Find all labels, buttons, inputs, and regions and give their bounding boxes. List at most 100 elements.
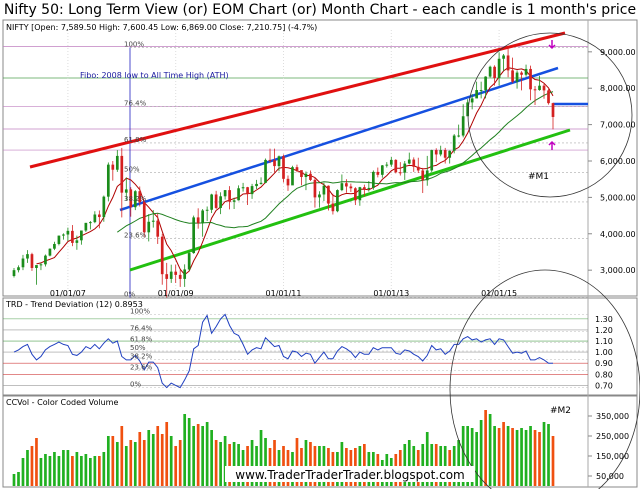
candle-body xyxy=(479,90,483,92)
volume-bar xyxy=(457,440,461,486)
candle-body xyxy=(380,165,384,175)
candle-body xyxy=(461,116,465,136)
fib-labels-trd: 100% 76.4% 61.8%50%38.2% 23.6% 0% xyxy=(130,307,153,388)
xtick-label: 01/01/09 xyxy=(158,289,194,298)
trend-channels xyxy=(29,31,588,272)
candle-body xyxy=(259,182,263,184)
volume-bar xyxy=(147,430,151,486)
volume-bar xyxy=(115,442,119,486)
volume-bar xyxy=(133,442,137,486)
candle-body xyxy=(80,230,83,241)
trd-panel-header: TRD - Trend Deviation (12) 0.8953 xyxy=(5,300,143,309)
trd-line xyxy=(13,313,553,389)
trd-fib-label: 23.6% xyxy=(130,363,153,371)
main-ytick-label: 6,000.00 xyxy=(600,157,636,166)
vol-grid xyxy=(588,415,592,477)
volume-bar xyxy=(529,426,532,486)
candle-body xyxy=(165,274,169,279)
candle-body xyxy=(398,172,402,174)
candle-body xyxy=(502,55,505,59)
candle-body xyxy=(169,271,173,279)
candle-body xyxy=(160,236,164,275)
candle-body xyxy=(371,171,375,188)
volume-bar xyxy=(340,442,344,486)
volume-bar xyxy=(484,410,487,486)
candle-body xyxy=(53,243,56,249)
vol-ytick-label: 150,000 xyxy=(596,452,629,461)
volume-bar xyxy=(304,440,308,486)
candle-body xyxy=(264,159,267,183)
trd-fib-label: 76.4% xyxy=(130,325,153,333)
volume-bar xyxy=(547,424,550,486)
main-ytick-label: 9,000.00 xyxy=(600,48,636,57)
volume-bar xyxy=(363,444,366,486)
candle-body xyxy=(313,179,317,198)
candle-body xyxy=(394,159,398,173)
candle-body xyxy=(376,171,380,175)
candle-body xyxy=(201,210,204,224)
candle-body xyxy=(389,159,393,165)
volume-bar xyxy=(129,440,133,486)
volume-bar xyxy=(223,436,227,486)
volume-bar xyxy=(102,452,106,486)
volume-bar xyxy=(520,428,523,486)
volume-bar xyxy=(502,422,505,486)
candle-body xyxy=(44,255,47,265)
volume-bar xyxy=(434,444,438,486)
main-ytick-label: 3,000.00 xyxy=(600,266,636,275)
volume-bar xyxy=(515,430,519,486)
lower-channel-line xyxy=(129,128,571,272)
candle-body xyxy=(17,267,20,271)
candle-body xyxy=(448,150,452,158)
volume-bar xyxy=(26,450,29,486)
candle-body xyxy=(133,191,137,208)
candle-body xyxy=(223,190,227,197)
vol-ytick-label: 350,000 xyxy=(596,412,629,421)
vol-ytick-label: 250,000 xyxy=(596,432,629,441)
x-ticks: 01/01/07 01/01/09 01/01/11 01/01/13 01/01/15 xyxy=(50,289,517,298)
mid-channel-line xyxy=(119,66,559,212)
trd-ytick-label: 1.30 xyxy=(595,315,613,324)
circle-m1 xyxy=(467,32,633,198)
candle-body xyxy=(93,214,97,223)
candle-body xyxy=(412,159,416,167)
candle-body xyxy=(71,230,74,243)
candle-body xyxy=(295,167,299,171)
volume-bar xyxy=(488,414,492,486)
volume-bar xyxy=(35,438,38,486)
candle-body xyxy=(466,102,470,117)
fib-label: 50% xyxy=(124,165,140,173)
candle-body xyxy=(106,164,110,197)
candle-body xyxy=(255,183,258,187)
fib-label: 76.4% xyxy=(124,99,147,107)
candle-body xyxy=(349,186,353,189)
volume-bar xyxy=(403,444,407,486)
trd-fib-label: 61.8% xyxy=(130,335,153,343)
volume-bar xyxy=(430,444,434,486)
volume-bar xyxy=(466,426,470,486)
volume-bar xyxy=(138,432,142,486)
candle-body xyxy=(430,150,434,171)
volume-bar xyxy=(142,440,146,486)
candle-body xyxy=(30,254,34,268)
candle-body xyxy=(547,90,550,104)
volume-bar xyxy=(461,426,465,486)
volume-bar xyxy=(160,434,164,486)
candle-body xyxy=(452,135,456,151)
trd-panel-frame xyxy=(2,297,638,396)
candle-body xyxy=(192,217,196,254)
m1-tag: #M1 xyxy=(528,172,549,182)
candle-body xyxy=(12,270,16,276)
candle-body xyxy=(39,264,43,266)
candle-body xyxy=(538,85,541,91)
volume-bar xyxy=(93,456,97,486)
volume-bar xyxy=(84,454,88,486)
volume-bar xyxy=(53,452,56,486)
candle-body xyxy=(407,159,411,164)
candle-body xyxy=(282,156,285,179)
upper-channel-line xyxy=(29,31,566,169)
xtick-label: 01/01/07 xyxy=(50,289,86,298)
volume-bars xyxy=(12,410,555,486)
candle-body xyxy=(354,188,357,201)
volume-bar xyxy=(264,438,267,486)
